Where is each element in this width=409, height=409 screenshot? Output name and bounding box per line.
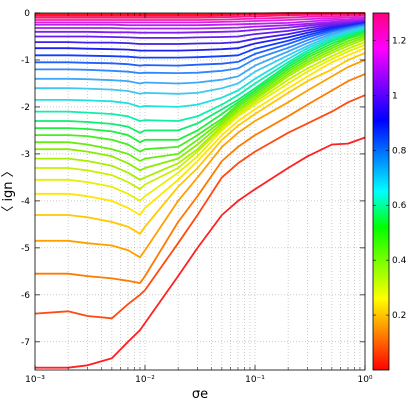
series-line-9 — [35, 38, 366, 181]
x-tick-label: 10⁻¹ — [245, 375, 265, 385]
series-line-11 — [35, 34, 366, 162]
series-line-8 — [35, 41, 366, 191]
series-line-6 — [35, 47, 366, 216]
series-line-27 — [35, 17, 366, 27]
series-line-4 — [35, 59, 366, 259]
series-line-24 — [35, 19, 366, 39]
plot-frame — [34, 12, 366, 371]
series-line-28 — [35, 16, 366, 24]
colorbar-tick-label: 0.6 — [392, 201, 407, 211]
series-line-19 — [35, 23, 366, 74]
x-axis-label: σe — [192, 387, 208, 402]
series-line-17 — [35, 25, 366, 95]
y-axis-label: 〈 ign 〉 — [1, 164, 16, 218]
x-tick-label: 10⁻³ — [25, 375, 45, 385]
colorbar-tick-label: 0.8 — [392, 146, 407, 156]
series-line-15 — [35, 28, 366, 122]
series-line-14 — [35, 29, 366, 134]
y-tick-label: 0 — [24, 9, 30, 19]
series-line-12 — [35, 32, 366, 153]
series-line-23 — [35, 20, 366, 45]
series-line-30 — [35, 13, 366, 19]
series-line-22 — [35, 20, 366, 52]
series-line-25 — [35, 19, 366, 34]
series-line-3 — [35, 73, 366, 285]
series-line-7 — [35, 44, 366, 202]
series-line-16 — [35, 26, 366, 108]
series-line-21 — [35, 21, 366, 59]
colorbar-gradient — [372, 12, 390, 371]
series-line-10 — [35, 36, 366, 172]
y-tick-label: -7 — [21, 338, 30, 348]
colorbar-tick-label: 0.4 — [392, 256, 407, 266]
x-tick-label: 10⁰ — [357, 375, 372, 385]
series-line-2 — [34, 94, 366, 320]
y-tick-label: -2 — [21, 103, 30, 113]
y-tick-label: -5 — [21, 244, 30, 254]
series-line-13 — [35, 30, 366, 144]
colorbar-tick-label: 1.2 — [392, 36, 406, 46]
y-tick-label: -3 — [21, 150, 30, 160]
colorbar-tick-label: 1 — [392, 91, 398, 101]
series-line-18 — [35, 24, 366, 85]
y-tick-label: -4 — [21, 197, 30, 207]
y-tick-label: -1 — [21, 56, 30, 66]
axis-ticks: 10⁻³ 10⁻² 10⁻¹ 10⁰ 0 -1 -2 -3 -4 -5 -6 -7 — [21, 9, 373, 385]
series-line-26 — [35, 18, 366, 30]
x-tick-label: 10⁻² — [135, 375, 155, 385]
colorbar: 0.2 0.4 0.6 0.8 1 1.2 — [372, 12, 407, 371]
colorbar-tick-label: 0.2 — [392, 311, 406, 321]
series-line-1 — [35, 136, 366, 369]
series-line-5 — [35, 52, 366, 235]
y-tick-label: -6 — [21, 291, 30, 301]
series-line-20 — [35, 22, 366, 67]
series-line-29 — [35, 14, 366, 21]
